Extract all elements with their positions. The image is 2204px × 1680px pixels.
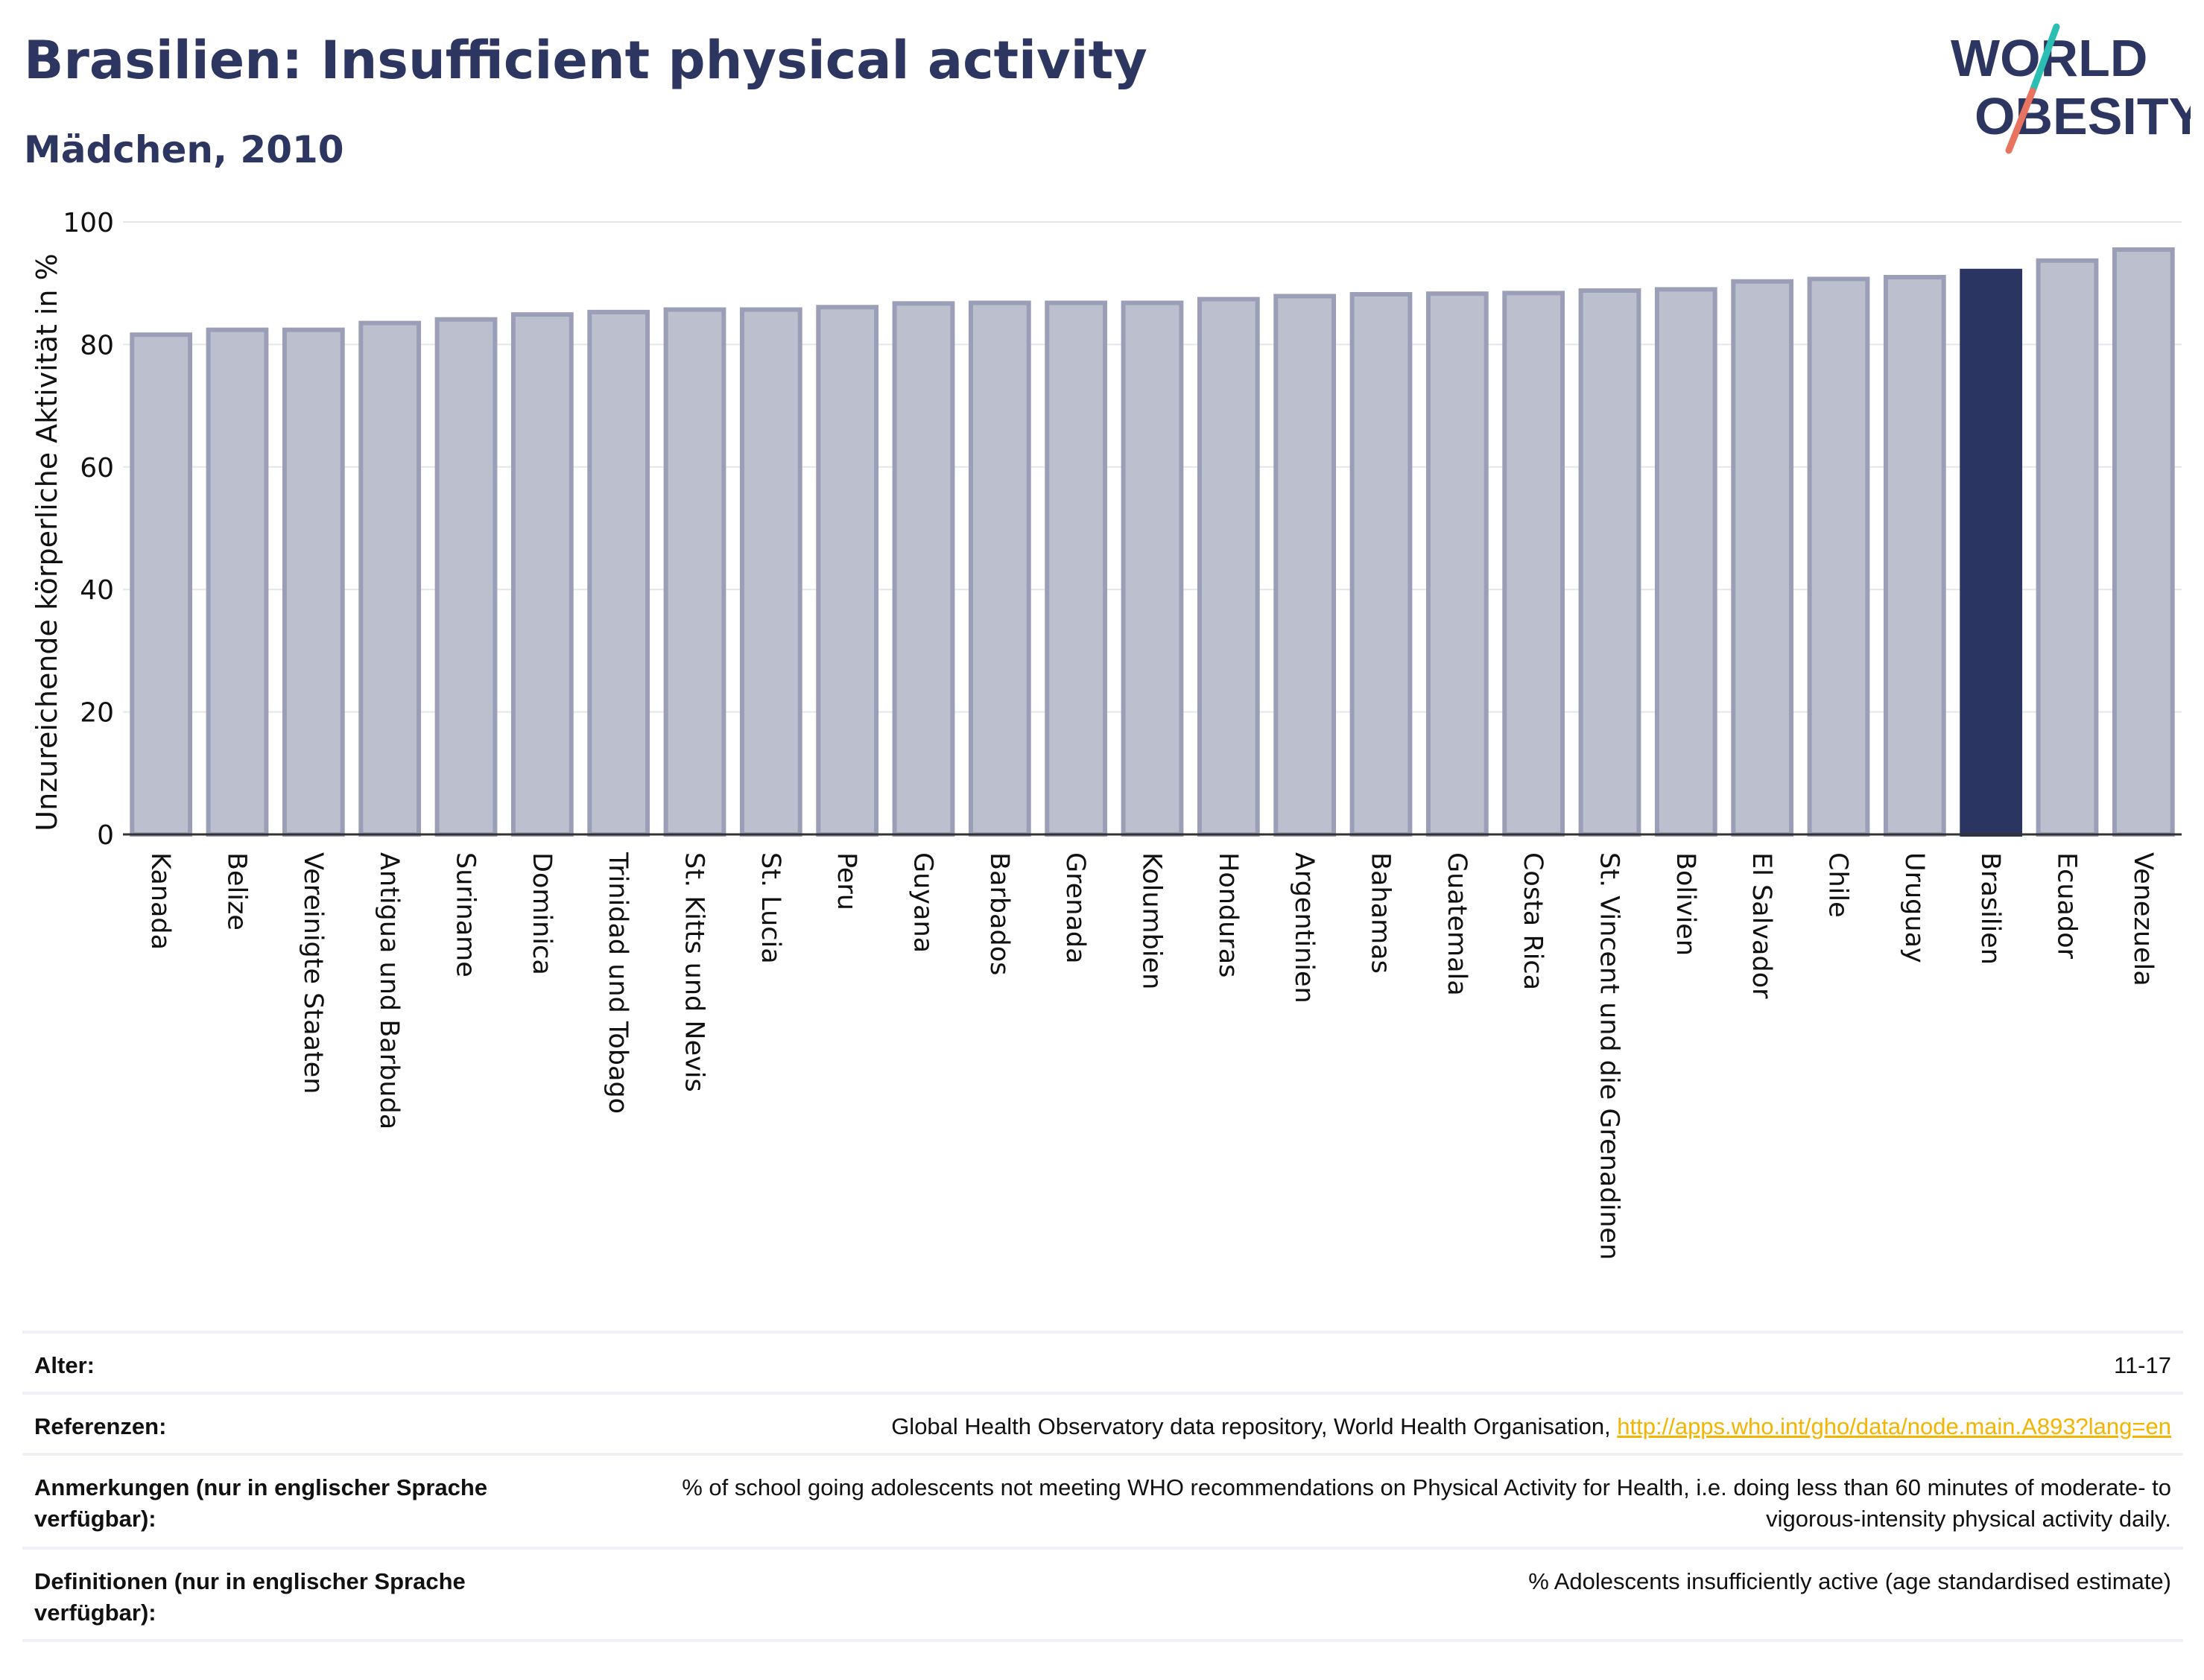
notes-label: Anmerkungen (nur in englischer Sprache v… bbox=[34, 1474, 488, 1532]
bar-el-salvador bbox=[1731, 279, 1794, 837]
y-axis-label: Unzureichende körperliche Aktivität in % bbox=[31, 253, 63, 831]
bar-st-lucia bbox=[739, 307, 802, 837]
axes: 0 20 40 60 80 100 Kanada Belize Vereinigte Staat… bbox=[63, 208, 2182, 1260]
bar-bahamas bbox=[1349, 291, 1413, 837]
x-tick-label: Costa Rica bbox=[1518, 852, 1548, 990]
bar-chile bbox=[1807, 276, 1870, 837]
x-tick-label: St. Vincent und die Grenadinen bbox=[1595, 852, 1624, 1260]
references-value: Global Health Observatory data repositor… bbox=[607, 1411, 2171, 1442]
meta-row-age: Alter: 11-17 bbox=[22, 1331, 2183, 1393]
bar-guatemala bbox=[1425, 291, 1489, 837]
bar-costa-rica bbox=[1502, 291, 1565, 837]
logo-slash-coral bbox=[2005, 87, 2036, 154]
x-tick-label: Suriname bbox=[451, 852, 481, 977]
bar-kanada bbox=[130, 332, 193, 837]
y-tick-label: 20 bbox=[80, 698, 114, 729]
x-tick-label: Uruguay bbox=[1899, 852, 1929, 963]
x-tick-label: Bahamas bbox=[1366, 852, 1396, 974]
y-tick-label: 60 bbox=[80, 453, 114, 484]
meta-bottom-divider bbox=[22, 1639, 2183, 1642]
references-text: Global Health Observatory data repositor… bbox=[891, 1413, 1618, 1439]
notes-value: % of school going adolescents not meetin… bbox=[682, 1474, 2171, 1532]
y-tick-label: 100 bbox=[63, 208, 114, 238]
bar-barbados bbox=[968, 300, 1031, 837]
bar-chart: 0 20 40 60 80 100 Kanada Belize Vereinigte Staat… bbox=[31, 208, 2182, 1260]
chart-title: Brasilien: Insufficient physical activit… bbox=[24, 30, 1147, 91]
meta-row-notes: Anmerkungen (nur in englischer Sprache v… bbox=[22, 1453, 2183, 1547]
bar-st-vincent-und-die-grenadinen bbox=[1578, 288, 1641, 837]
bar-kolumbien bbox=[1121, 300, 1184, 837]
x-tick-label: Chile bbox=[1823, 852, 1853, 918]
x-tick-label: Ecuador bbox=[2052, 852, 2082, 960]
x-tick-label: Guatemala bbox=[1442, 852, 1472, 996]
bar-venezuela bbox=[2112, 247, 2175, 837]
x-tick-label: Barbados bbox=[984, 852, 1014, 975]
world-obesity-logo: WORLD OBESITY bbox=[1951, 23, 2191, 154]
bar-guyana bbox=[892, 301, 955, 837]
bar-trinidad-und-tobago bbox=[587, 309, 650, 837]
bar-dominica bbox=[510, 312, 574, 837]
bar-uruguay bbox=[1883, 274, 1946, 837]
x-tick-label: Brasilien bbox=[1975, 852, 2005, 965]
x-tick-label: Honduras bbox=[1213, 852, 1243, 977]
x-tick-label: Antigua und Barbuda bbox=[374, 852, 404, 1129]
bar-vereinigte-staaten bbox=[282, 327, 345, 837]
bar-st-kitts-und-nevis bbox=[663, 307, 726, 837]
x-tick-label: Trinidad und Tobago bbox=[603, 852, 633, 1114]
logo-slash-teal bbox=[2029, 23, 2060, 95]
references-link[interactable]: http://apps.who.int/gho/data/node.main.A… bbox=[1617, 1413, 2171, 1439]
bar-bolivien bbox=[1654, 287, 1717, 837]
logo-word-obesity: OBESITY bbox=[1975, 87, 2191, 145]
meta-row-references: Referenzen: Global Health Observatory da… bbox=[22, 1392, 2183, 1454]
x-tick-label: Venezuela bbox=[2128, 852, 2158, 986]
bar-grenada bbox=[1045, 300, 1108, 837]
x-tick-label: St. Lucia bbox=[756, 852, 785, 964]
x-tick-label: Bolivien bbox=[1671, 852, 1700, 956]
x-tick-label: El Salvador bbox=[1747, 852, 1776, 999]
bar-suriname bbox=[434, 317, 498, 837]
age-value: 11-17 bbox=[2114, 1352, 2171, 1378]
y-tick-label: 40 bbox=[80, 575, 114, 606]
meta-row-definitions: Definitionen (nur in englischer Sprache … bbox=[22, 1547, 2183, 1641]
x-tick-label: Grenada bbox=[1060, 852, 1090, 964]
x-tick-label: St. Kitts und Nevis bbox=[680, 852, 709, 1092]
x-tick-label: Kolumbien bbox=[1137, 852, 1167, 989]
x-tick-label: Guyana bbox=[908, 852, 938, 953]
bars bbox=[130, 247, 2175, 837]
references-label: Referenzen: bbox=[34, 1413, 167, 1439]
y-tick-label: 80 bbox=[80, 330, 114, 361]
x-tick-label: Kanada bbox=[145, 852, 175, 950]
bar-belize bbox=[206, 327, 269, 837]
age-label: Alter: bbox=[34, 1352, 95, 1378]
bar-honduras bbox=[1197, 297, 1260, 837]
x-tick-label: Vereinigte Staaten bbox=[298, 852, 328, 1094]
x-tick-label: Dominica bbox=[527, 852, 557, 975]
bar-argentinien bbox=[1273, 294, 1337, 837]
y-tick-label: 0 bbox=[97, 820, 114, 851]
bar-ecuador bbox=[2036, 258, 2099, 837]
bar-brasilien bbox=[1960, 268, 2023, 837]
bar-peru bbox=[816, 305, 879, 837]
definitions-label: Definitionen (nur in englischer Sprache … bbox=[34, 1568, 466, 1626]
x-tick-label: Argentinien bbox=[1289, 852, 1319, 1004]
bar-antigua-und-barbuda bbox=[358, 320, 422, 837]
chart-subtitle: Mädchen, 2010 bbox=[24, 128, 344, 171]
definitions-value: % Adolescents insufficiently active (age… bbox=[1528, 1568, 2171, 1594]
x-tick-label: Belize bbox=[222, 852, 252, 931]
x-tick-label: Peru bbox=[832, 852, 861, 910]
